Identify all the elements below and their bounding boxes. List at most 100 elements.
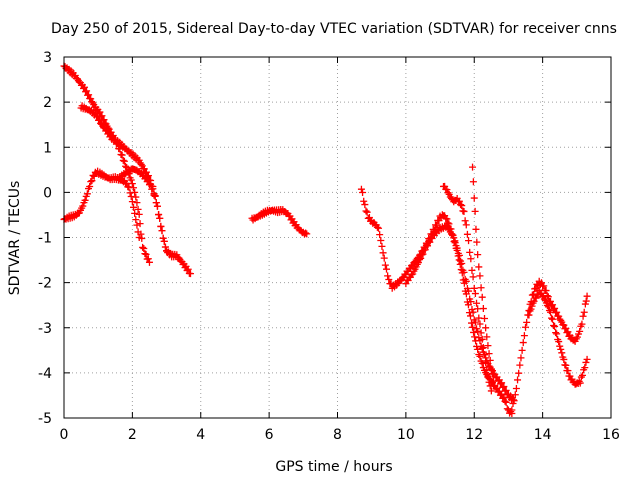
y-tick-label: 3 — [43, 50, 52, 66]
data-point — [512, 385, 520, 393]
data-point — [469, 323, 477, 331]
data-point — [152, 199, 160, 207]
data-point — [139, 243, 147, 251]
data-point — [383, 265, 391, 273]
data-point — [130, 203, 138, 211]
data-point — [472, 225, 480, 233]
data-point — [473, 299, 481, 307]
data-point — [126, 189, 134, 197]
data-point — [583, 292, 591, 300]
data-point — [444, 189, 452, 197]
data-point — [79, 202, 87, 210]
data-point — [470, 284, 478, 292]
data-point — [460, 268, 468, 276]
data-point — [133, 199, 141, 207]
data-point — [470, 194, 478, 202]
data-point — [362, 207, 370, 215]
data-point — [89, 99, 97, 107]
data-point — [477, 329, 485, 337]
y-tick-label: 2 — [43, 95, 52, 111]
x-tick-label: 14 — [534, 427, 552, 443]
data-point — [518, 346, 526, 354]
data-point — [360, 197, 368, 205]
data-point — [156, 214, 164, 222]
data-point — [517, 354, 525, 362]
x-tick-label: 6 — [265, 427, 274, 443]
data-point — [550, 321, 558, 329]
data-point — [135, 234, 143, 241]
data-point — [481, 351, 489, 359]
y-tick-label: -4 — [38, 366, 52, 382]
data-point — [475, 263, 483, 271]
data-point — [141, 250, 149, 258]
data-point — [548, 314, 556, 322]
data-point — [145, 258, 153, 266]
data-point — [465, 237, 473, 245]
data-point — [553, 308, 561, 316]
data-point — [149, 185, 157, 193]
data-point — [573, 333, 581, 341]
data-point — [556, 342, 564, 350]
x-tick-label: 10 — [397, 427, 415, 443]
data-point — [523, 318, 531, 326]
data-point — [376, 231, 384, 239]
data-point — [373, 223, 381, 231]
data-point — [544, 303, 552, 311]
data-point — [581, 364, 589, 372]
data-point — [558, 349, 566, 357]
data-point — [583, 355, 591, 363]
chart-title: Day 250 of 2015, Sidereal Day-to-day VTE… — [51, 21, 617, 37]
data-point — [447, 230, 455, 238]
data-point — [478, 335, 486, 343]
data-point — [491, 382, 499, 390]
data-point — [357, 185, 365, 193]
data-point — [443, 215, 451, 223]
data-point — [426, 238, 434, 246]
data-point — [158, 227, 166, 235]
data-point — [471, 333, 479, 341]
data-point — [458, 259, 466, 267]
data-point — [543, 301, 551, 309]
data-point — [462, 221, 470, 229]
data-point — [520, 332, 528, 340]
data-point — [502, 386, 510, 394]
data-point — [551, 322, 559, 330]
data-point — [557, 345, 565, 353]
data-point — [552, 329, 560, 337]
data-point — [375, 224, 383, 232]
y-tick-label: 1 — [43, 140, 52, 156]
data-point — [578, 320, 586, 328]
data-point — [359, 189, 367, 197]
data-point — [144, 255, 152, 263]
data-point — [483, 333, 491, 341]
data-point — [540, 295, 548, 303]
data-point — [582, 297, 590, 305]
data-point — [471, 207, 479, 215]
data-point — [576, 379, 584, 387]
data-point — [508, 406, 516, 414]
y-tick-label: -2 — [38, 276, 52, 292]
data-point — [94, 112, 102, 120]
data-point — [510, 397, 518, 405]
data-point — [466, 312, 474, 320]
data-point — [455, 251, 463, 259]
data-point — [477, 284, 485, 292]
data-point — [414, 259, 422, 267]
data-point — [163, 247, 171, 255]
data-point — [421, 246, 429, 254]
data-point — [384, 272, 392, 280]
data-point — [576, 327, 584, 335]
data-point — [87, 178, 95, 186]
data-point — [580, 308, 588, 316]
data-point — [377, 237, 385, 245]
data-point — [501, 397, 509, 405]
data-point — [120, 157, 128, 165]
data-point — [551, 304, 559, 312]
data-point — [144, 177, 152, 185]
data-point — [122, 162, 130, 170]
x-tick-label: 0 — [60, 427, 69, 443]
data-point — [127, 176, 135, 184]
